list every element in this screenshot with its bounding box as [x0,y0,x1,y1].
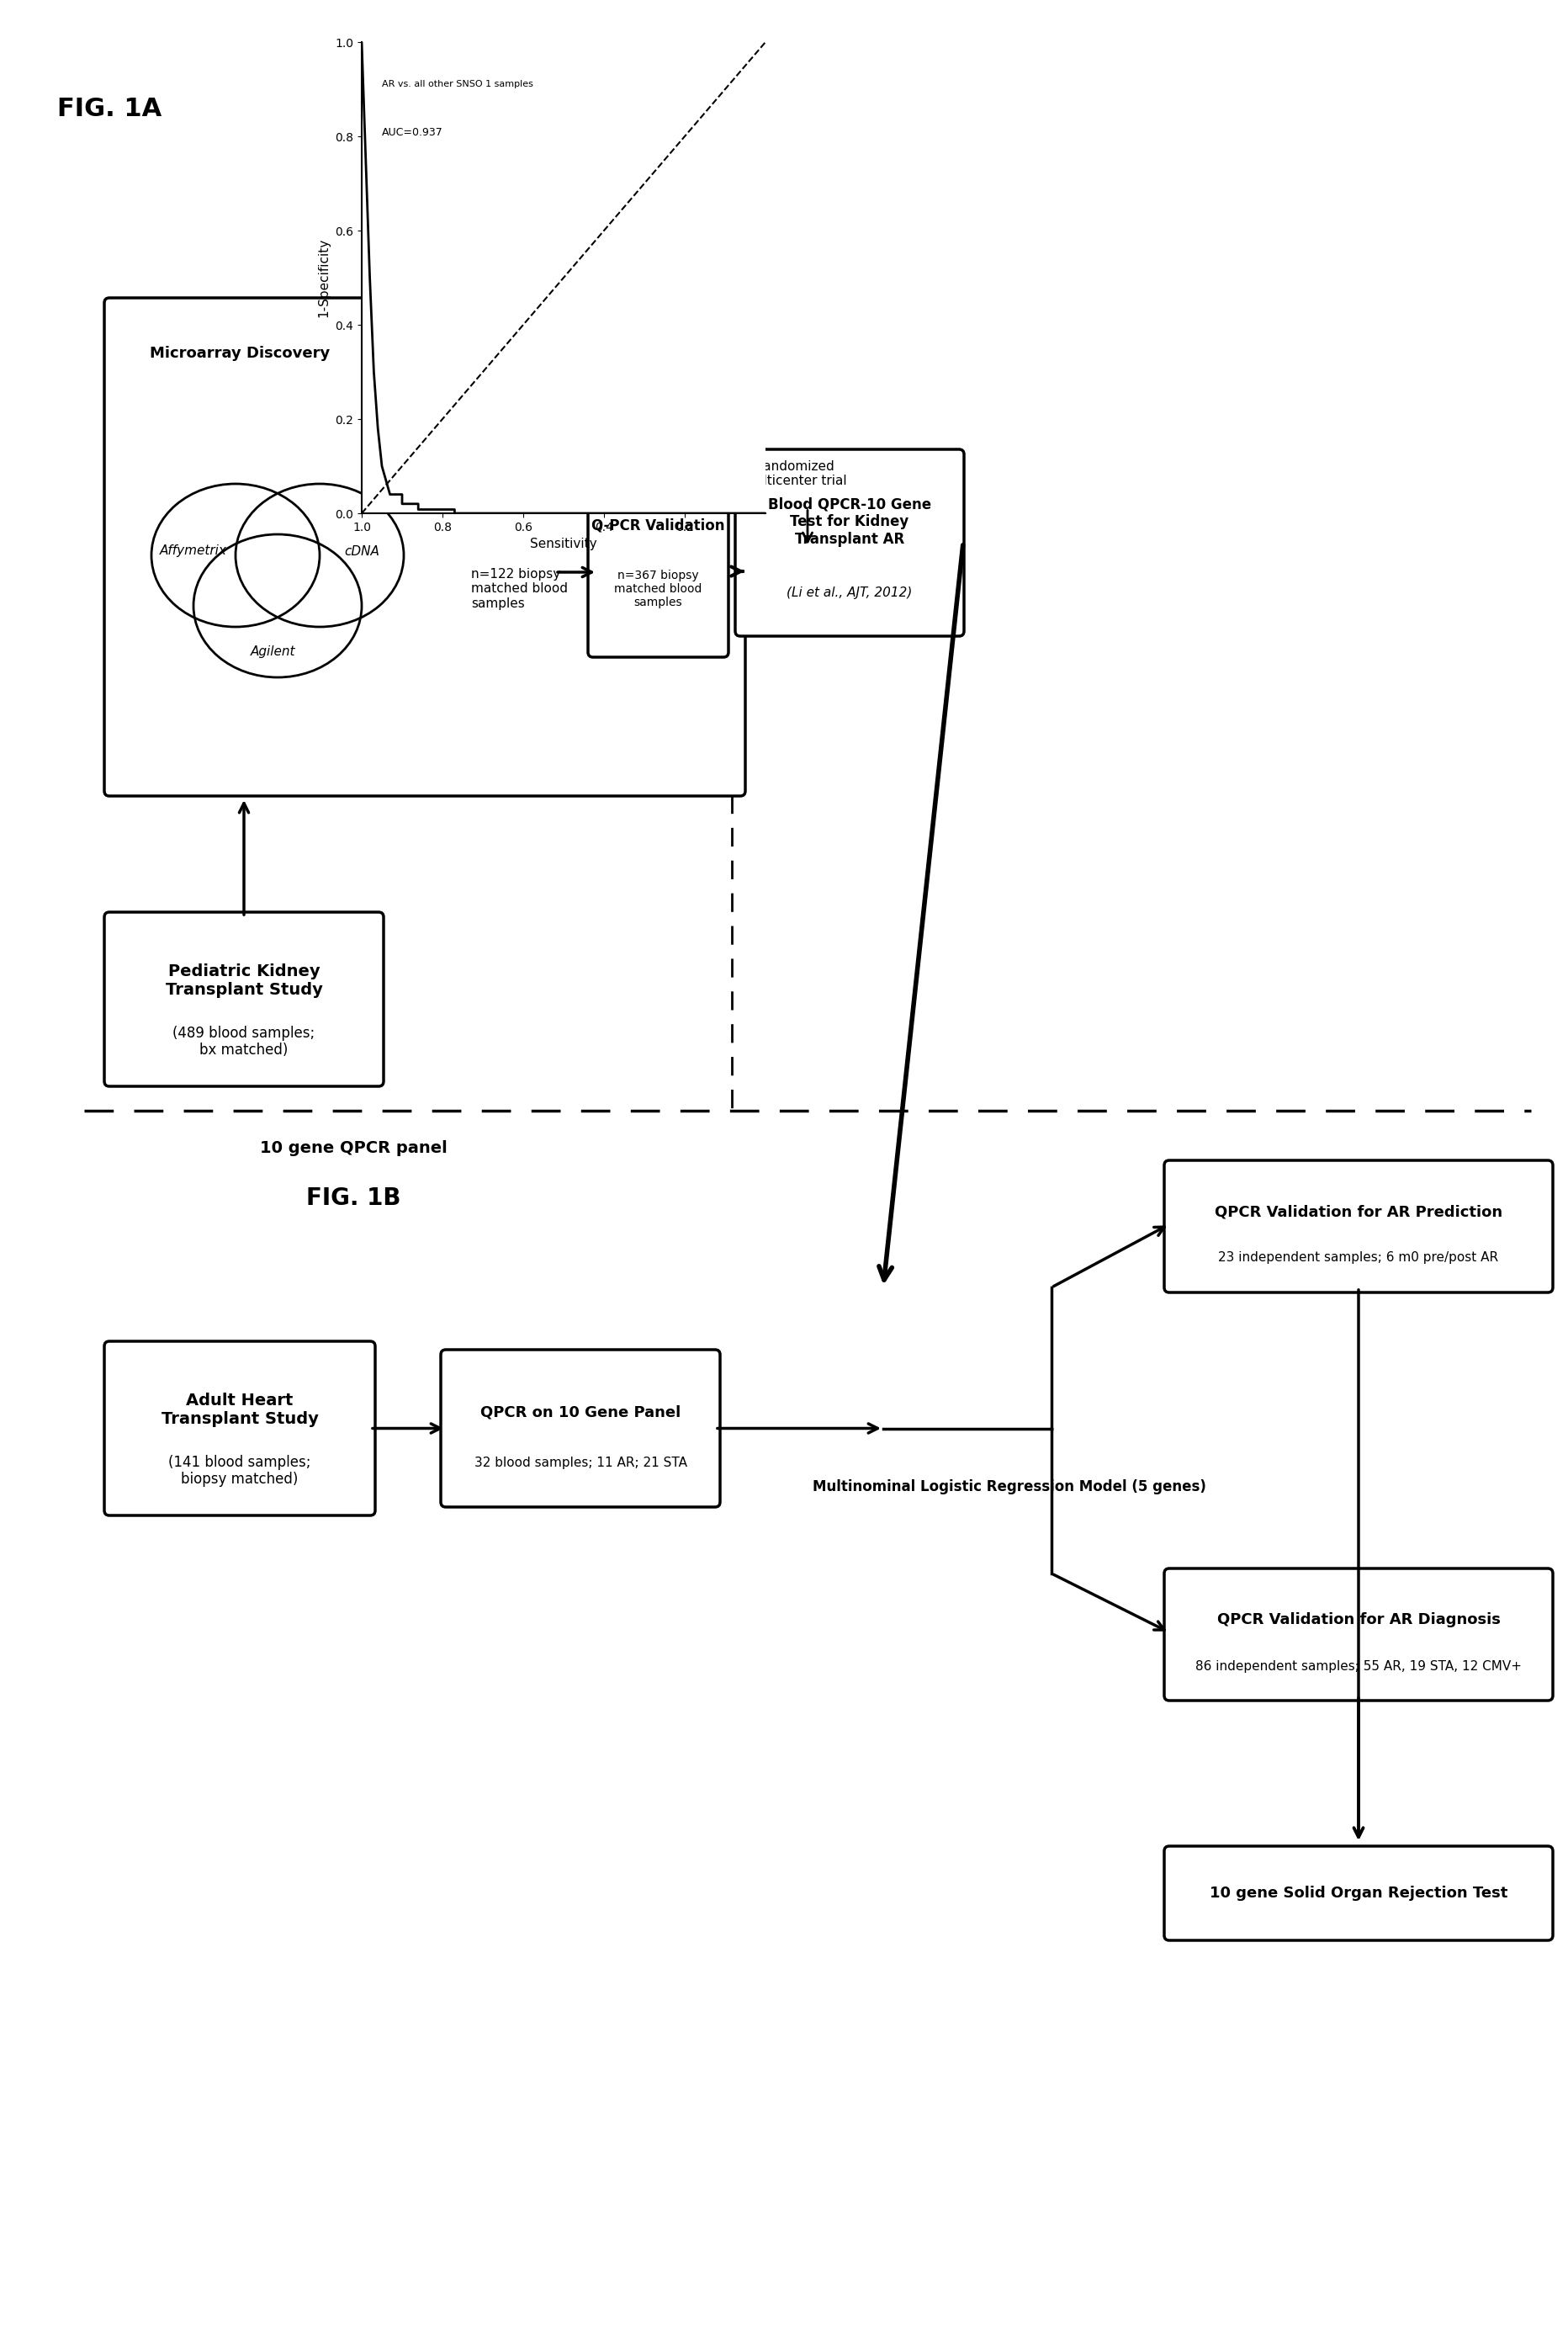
FancyBboxPatch shape [103,913,384,1086]
Text: QPCR Validation for AR Prediction: QPCR Validation for AR Prediction [1214,1205,1502,1219]
FancyBboxPatch shape [1163,1160,1552,1294]
FancyBboxPatch shape [441,1350,720,1506]
FancyBboxPatch shape [103,299,745,796]
Text: QPCR on 10 Gene Panel: QPCR on 10 Gene Panel [480,1403,681,1420]
Text: 10 gene QPCR panel: 10 gene QPCR panel [259,1139,447,1156]
Text: 32 blood samples; 11 AR; 21 STA: 32 blood samples; 11 AR; 21 STA [474,1457,687,1469]
FancyBboxPatch shape [588,483,728,656]
Text: FIG. 1A: FIG. 1A [56,96,162,121]
Text: Affymetrix: Affymetrix [160,544,227,558]
FancyBboxPatch shape [1163,1847,1552,1940]
FancyBboxPatch shape [103,1340,375,1515]
Text: (489 blood samples;
bx matched): (489 blood samples; bx matched) [172,1025,315,1058]
Text: Q-PCR Validation: Q-PCR Validation [591,518,724,532]
Text: AR vs. all other SNSO 1 samples: AR vs. all other SNSO 1 samples [381,79,533,89]
Y-axis label: 1-Specificity: 1-Specificity [318,238,331,318]
Text: FIG. 1B: FIG. 1B [306,1186,400,1210]
Text: Multinominal Logistic Regression Model (5 genes): Multinominal Logistic Regression Model (… [812,1480,1206,1494]
Text: Randomized
multicenter trial: Randomized multicenter trial [743,460,847,488]
Text: (141 blood samples;
biopsy matched): (141 blood samples; biopsy matched) [168,1455,310,1487]
FancyBboxPatch shape [735,448,963,635]
FancyBboxPatch shape [1163,1569,1552,1700]
Text: Agilent: Agilent [251,647,296,658]
Text: cDNA: cDNA [343,544,379,558]
Text: 23 independent samples; 6 m0 pre/post AR: 23 independent samples; 6 m0 pre/post AR [1218,1252,1497,1263]
Text: n=367 biopsy
matched blood
samples: n=367 biopsy matched blood samples [615,570,702,609]
Text: Blood QPCR-10 Gene
Test for Kidney
Transplant AR: Blood QPCR-10 Gene Test for Kidney Trans… [768,497,931,546]
Text: AUC=0.937: AUC=0.937 [381,126,442,138]
Text: QPCR Validation for AR Diagnosis: QPCR Validation for AR Diagnosis [1217,1611,1499,1627]
Text: Microarray Discovery: Microarray Discovery [149,346,329,362]
Text: Adult Heart
Transplant Study: Adult Heart Transplant Study [162,1392,318,1427]
Text: (Li et al., AJT, 2012): (Li et al., AJT, 2012) [787,586,913,600]
Text: Pediatric Kidney
Transplant Study: Pediatric Kidney Transplant Study [165,962,323,997]
X-axis label: Sensitivity: Sensitivity [530,537,597,551]
Text: 10 gene Solid Organ Rejection Test: 10 gene Solid Organ Rejection Test [1209,1887,1507,1901]
Text: 86 independent samples; 55 AR, 19 STA, 12 CMV+: 86 independent samples; 55 AR, 19 STA, 1… [1195,1660,1521,1672]
Text: n=122 biopsy
matched blood
samples: n=122 biopsy matched blood samples [470,567,568,609]
